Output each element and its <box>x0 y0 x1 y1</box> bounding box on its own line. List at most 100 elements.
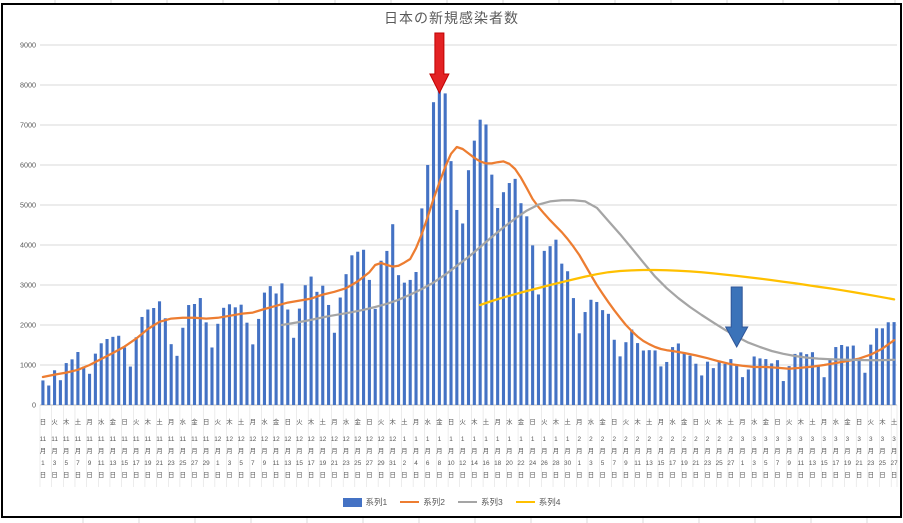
bar <box>636 343 640 405</box>
legend-line-swatch <box>515 500 535 504</box>
svg-text:12: 12 <box>308 436 316 443</box>
x-tick-label: 木 11 月 5 日 <box>63 417 70 479</box>
svg-text:27: 27 <box>366 460 374 467</box>
bar <box>192 304 197 405</box>
x-tick-label: 金 2 月 19 日 <box>681 417 689 479</box>
svg-text:月: 月 <box>121 447 127 455</box>
x-tick-label: 金 3 月 5 日 <box>763 417 770 479</box>
svg-text:21: 21 <box>331 460 339 467</box>
svg-text:20: 20 <box>506 460 514 467</box>
bar <box>297 308 301 405</box>
bars-series1[interactable] <box>41 86 896 406</box>
svg-text:日: 日 <box>75 471 81 479</box>
x-tick-label: 日 3 月 7 日 <box>774 418 780 479</box>
svg-text:月: 月 <box>168 447 174 455</box>
bar <box>402 282 406 405</box>
svg-text:月: 月 <box>576 418 582 426</box>
x-tick-label: 日 1 月 24 日 <box>529 418 537 479</box>
y-tick-label: 1000 <box>20 361 36 370</box>
bar <box>379 260 383 405</box>
bar <box>624 342 628 405</box>
legend-label: 系列1 <box>365 497 388 507</box>
svg-text:21: 21 <box>856 460 864 467</box>
bar <box>834 347 838 405</box>
bar <box>676 343 680 405</box>
svg-text:日: 日 <box>168 471 174 479</box>
legend-item-系列3[interactable]: 系列3 <box>458 496 503 508</box>
bar <box>775 360 780 405</box>
bar <box>507 183 511 405</box>
line-series4[interactable] <box>479 268 896 307</box>
svg-text:木: 木 <box>471 417 478 426</box>
bar <box>799 352 803 405</box>
bar <box>292 337 296 405</box>
x-tick-label: 火 12 月 29 日 <box>377 419 385 479</box>
svg-text:12: 12 <box>296 436 304 443</box>
svg-text:3: 3 <box>869 436 873 443</box>
svg-text:12: 12 <box>273 436 281 443</box>
bar <box>356 251 360 405</box>
y-tick-label: 0 <box>32 401 36 410</box>
x-tick-label: 土 12 月 5 日 <box>238 417 246 479</box>
svg-text:1: 1 <box>519 436 523 443</box>
x-tick-label: 火 12 月 15 日 <box>296 419 304 479</box>
svg-text:日: 日 <box>285 418 291 426</box>
svg-text:日: 日 <box>833 471 839 479</box>
svg-text:月: 月 <box>191 447 197 455</box>
svg-text:25: 25 <box>879 460 887 467</box>
red-down-arrow[interactable] <box>429 32 450 95</box>
svg-text:月: 月 <box>308 447 314 455</box>
svg-text:月: 月 <box>728 447 734 455</box>
bar <box>169 344 173 405</box>
svg-text:水: 水 <box>506 417 513 426</box>
svg-text:日: 日 <box>798 471 804 479</box>
svg-text:5: 5 <box>764 460 768 467</box>
x-tick-label: 月 1 月 4 日 <box>413 418 419 479</box>
bar <box>437 86 441 405</box>
x-tick-label: 月 12 月 7 日 <box>249 418 257 479</box>
svg-text:月: 月 <box>506 447 512 455</box>
svg-text:月: 月 <box>821 418 827 426</box>
svg-text:19: 19 <box>681 460 689 467</box>
bar <box>560 263 564 405</box>
line-series3[interactable] <box>280 199 896 362</box>
x-tick-label: 水 3 月 3 日 <box>751 417 758 479</box>
svg-text:水: 水 <box>751 417 758 426</box>
x-tick-label: 木 2 月 25 日 <box>716 417 724 479</box>
bar <box>420 208 424 405</box>
bar <box>414 272 418 405</box>
svg-text:22: 22 <box>517 460 525 467</box>
bar <box>729 359 733 405</box>
svg-text:11: 11 <box>180 436 187 443</box>
svg-text:木: 木 <box>145 417 152 426</box>
svg-text:2: 2 <box>403 460 407 467</box>
svg-text:日: 日 <box>868 471 874 479</box>
blue-down-arrow[interactable] <box>724 286 749 349</box>
legend-item-系列4[interactable]: 系列4 <box>515 496 560 508</box>
svg-text:2: 2 <box>729 436 733 443</box>
bar <box>548 246 552 405</box>
legend-item-系列2[interactable]: 系列2 <box>400 496 445 508</box>
svg-text:1: 1 <box>543 436 547 443</box>
y-tick-label: 7000 <box>20 121 36 130</box>
svg-text:1: 1 <box>414 436 418 443</box>
y-tick-label: 9000 <box>20 41 36 50</box>
bar <box>350 255 354 405</box>
bar <box>641 350 645 405</box>
svg-text:月: 月 <box>483 447 489 455</box>
line-series2[interactable] <box>41 145 896 379</box>
svg-text:12: 12 <box>226 436 234 443</box>
svg-text:12: 12 <box>214 436 222 443</box>
svg-text:月: 月 <box>238 447 244 455</box>
svg-text:月: 月 <box>331 418 337 426</box>
svg-text:日: 日 <box>751 471 757 479</box>
svg-text:月: 月 <box>774 447 780 455</box>
bar <box>542 250 546 405</box>
bar <box>845 346 849 405</box>
bar <box>752 356 756 405</box>
svg-text:3: 3 <box>53 460 57 467</box>
bar <box>787 366 791 405</box>
legend-item-系列1[interactable]: 系列1 <box>342 496 388 508</box>
bar <box>431 102 436 405</box>
